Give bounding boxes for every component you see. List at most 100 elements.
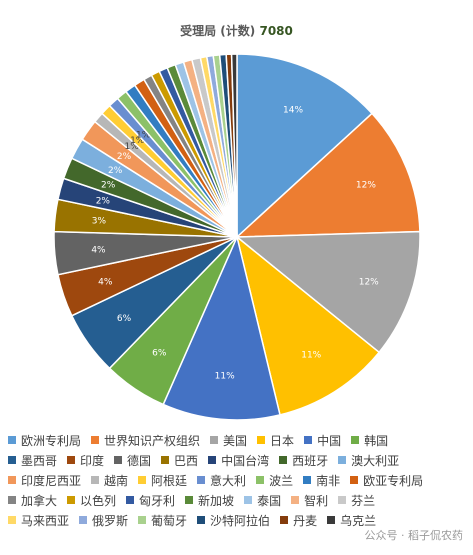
legend-label: 美国 bbox=[223, 433, 248, 448]
legend-label: 马来西亚 bbox=[21, 513, 70, 528]
legend-label: 匈牙利 bbox=[139, 493, 176, 508]
legend-item: 沙特阿拉伯 bbox=[197, 512, 270, 529]
data-label-3: 11% bbox=[301, 351, 321, 361]
legend-label: 沙特阿拉伯 bbox=[210, 513, 271, 528]
legend-swatch bbox=[67, 456, 76, 464]
legend-swatch bbox=[138, 516, 147, 524]
pie-slice-1 bbox=[235, 112, 421, 238]
legend-label: 世界知识产权组织 bbox=[104, 433, 201, 448]
legend-swatch bbox=[185, 496, 194, 504]
legend-item: 新加坡 bbox=[185, 492, 234, 509]
legend-label: 中国台湾 bbox=[221, 453, 270, 468]
title-total: 7080 bbox=[259, 24, 293, 38]
legend-item: 德国 bbox=[114, 452, 151, 469]
legend-item: 墨西哥 bbox=[8, 452, 57, 469]
data-label-1: 12% bbox=[356, 181, 376, 191]
legend-swatch bbox=[244, 496, 253, 504]
legend-item: 巴西 bbox=[161, 452, 198, 469]
legend-label: 加拿大 bbox=[21, 493, 58, 508]
legend-item: 南非 bbox=[303, 472, 340, 489]
legend-item: 世界知识产权组织 bbox=[91, 432, 200, 449]
legend-item: 中国 bbox=[304, 432, 341, 449]
chart-title: 受理局 (计数) 7080 bbox=[0, 22, 473, 39]
pie-slice-0 bbox=[236, 53, 374, 239]
legend-swatch bbox=[79, 516, 88, 524]
legend-label: 阿根廷 bbox=[151, 473, 188, 488]
legend-item: 美国 bbox=[210, 432, 247, 449]
legend-item: 韩国 bbox=[351, 432, 388, 449]
legend-item: 加拿大 bbox=[8, 492, 57, 509]
legend-swatch bbox=[8, 436, 16, 444]
legend-label: 韩国 bbox=[364, 433, 389, 448]
legend-swatch bbox=[91, 476, 100, 484]
legend-row: 加拿大 以色列 匈牙利 新加坡 泰国 智利 芬兰 bbox=[8, 490, 473, 510]
legend-label: 南非 bbox=[316, 473, 341, 488]
legend-label: 欧亚专利局 bbox=[363, 473, 424, 488]
legend-label: 越南 bbox=[104, 473, 129, 488]
legend-swatch bbox=[257, 436, 266, 444]
legend-swatch bbox=[126, 496, 135, 504]
legend-item: 越南 bbox=[91, 472, 128, 489]
legend-label: 欧洲专利局 bbox=[21, 433, 82, 448]
legend-swatch bbox=[350, 476, 359, 484]
legend-row: 墨西哥 印度 德国 巴西 中国台湾 西班牙 澳大利亚 bbox=[8, 450, 473, 470]
data-label-5: 6% bbox=[152, 348, 167, 358]
pie-slice-32 bbox=[230, 53, 238, 238]
legend-swatch bbox=[197, 476, 206, 484]
watermark: 公众号 · 稻子侃农药 bbox=[364, 529, 464, 542]
legend-swatch bbox=[327, 516, 336, 524]
data-label-15: 1% bbox=[130, 136, 145, 146]
data-label-0: 14% bbox=[283, 106, 303, 116]
data-label-7: 4% bbox=[98, 278, 113, 288]
legend-swatch bbox=[280, 516, 289, 524]
data-label-11: 2% bbox=[101, 181, 116, 191]
legend-row: 马来西亚 俄罗斯 葡萄牙 沙特阿拉伯 丹麦 乌克兰 bbox=[8, 510, 473, 530]
legend-swatch bbox=[8, 456, 16, 464]
data-label-8: 4% bbox=[91, 245, 106, 255]
legend-label: 德国 bbox=[127, 453, 152, 468]
legend-label: 印度尼西亚 bbox=[21, 473, 82, 488]
legend-label: 日本 bbox=[270, 433, 295, 448]
legend-item: 意大利 bbox=[197, 472, 246, 489]
legend-item: 匈牙利 bbox=[126, 492, 175, 509]
data-label-2: 12% bbox=[359, 278, 379, 288]
legend-item: 以色列 bbox=[67, 492, 116, 509]
legend-label: 巴西 bbox=[174, 453, 199, 468]
data-label-13: 2% bbox=[117, 152, 132, 162]
legend-swatch bbox=[8, 496, 16, 504]
legend-label: 以色列 bbox=[80, 493, 117, 508]
legend-swatch bbox=[304, 436, 313, 444]
legend-swatch bbox=[208, 456, 217, 464]
legend-label: 丹麦 bbox=[293, 513, 318, 528]
legend-item: 阿根廷 bbox=[138, 472, 187, 489]
data-label-16: 1% bbox=[136, 130, 151, 140]
legend-item: 波兰 bbox=[256, 472, 293, 489]
legend-label: 墨西哥 bbox=[21, 453, 58, 468]
legend-swatch bbox=[8, 516, 16, 524]
legend-label: 新加坡 bbox=[198, 493, 235, 508]
legend-label: 泰国 bbox=[257, 493, 282, 508]
legend-item: 马来西亚 bbox=[8, 512, 69, 529]
legend-label: 芬兰 bbox=[351, 493, 376, 508]
data-label-9: 3% bbox=[92, 217, 107, 227]
legend-swatch bbox=[279, 456, 288, 464]
legend-swatch bbox=[197, 516, 206, 524]
title-prefix: 受理局 (计数) bbox=[180, 24, 256, 38]
legend-swatch bbox=[114, 456, 123, 464]
legend-item: 欧洲专利局 bbox=[8, 432, 81, 449]
legend-item: 泰国 bbox=[244, 492, 281, 509]
pie-chart: 14%12%12%11%11%6%6%4%4%3%2%2%2%2%1%1%1% bbox=[53, 53, 421, 421]
legend-item: 日本 bbox=[257, 432, 294, 449]
legend-item: 丹麦 bbox=[280, 512, 317, 529]
data-label-10: 2% bbox=[96, 196, 111, 206]
legend-label: 印度 bbox=[80, 453, 105, 468]
legend-item: 乌克兰 bbox=[327, 512, 376, 529]
legend-swatch bbox=[91, 436, 100, 444]
pie-slice-4 bbox=[162, 234, 281, 421]
legend-label: 葡萄牙 bbox=[151, 513, 188, 528]
legend-swatch bbox=[138, 476, 147, 484]
pie-slice-2 bbox=[234, 230, 421, 354]
data-label-14: 1% bbox=[125, 142, 140, 152]
legend-swatch bbox=[351, 436, 360, 444]
pie-slice-3 bbox=[235, 235, 381, 416]
